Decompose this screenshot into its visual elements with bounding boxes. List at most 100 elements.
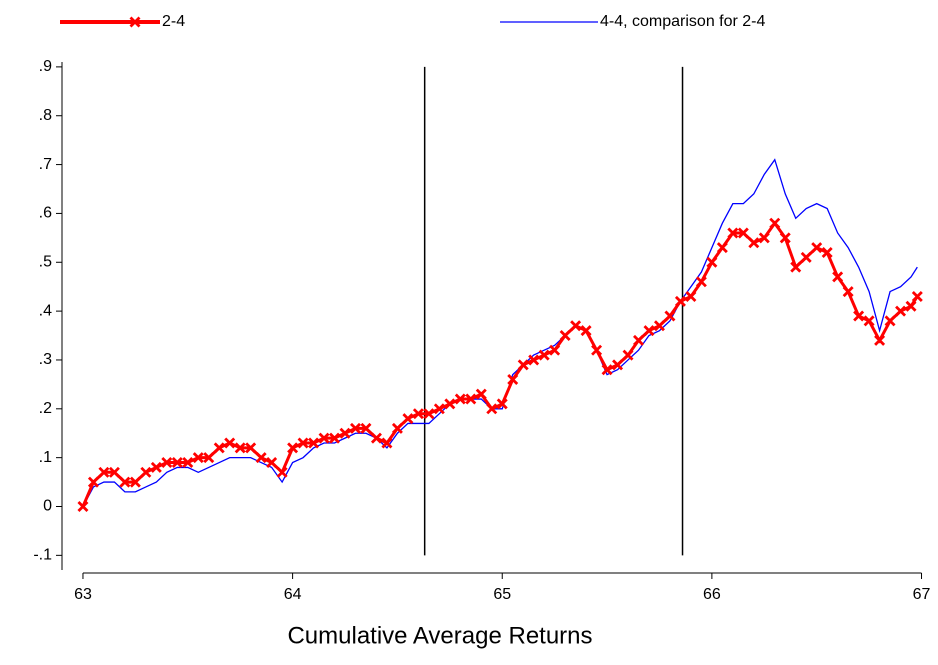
marker: [601, 364, 613, 376]
marker: [911, 290, 923, 302]
y-tick-label: .1: [39, 449, 52, 466]
marker: [171, 457, 183, 469]
y-tick-label: .4: [39, 302, 52, 319]
marker: [706, 256, 718, 268]
marker: [895, 305, 907, 317]
marker: [559, 330, 571, 342]
marker: [884, 315, 896, 327]
marker: [842, 286, 854, 298]
y-tick-label: .9: [39, 58, 52, 75]
x-tick-label: 63: [74, 586, 92, 603]
marker: [454, 393, 466, 405]
marker: [496, 398, 508, 410]
x-tick-label: 66: [703, 586, 721, 603]
marker: [528, 354, 540, 366]
marker: [129, 16, 141, 28]
x-tick-label: 67: [913, 586, 931, 603]
marker: [423, 408, 435, 420]
marker: [821, 247, 833, 258]
y-tick-label: .6: [39, 205, 52, 222]
marker: [245, 442, 257, 454]
marker: [370, 432, 382, 444]
marker: [412, 408, 424, 420]
marker: [266, 457, 278, 469]
marker: [905, 300, 917, 312]
y-tick-label: .5: [39, 253, 52, 270]
marker: [108, 466, 120, 478]
marker: [98, 466, 110, 478]
marker: [150, 461, 162, 473]
marker: [591, 344, 603, 356]
marker: [381, 437, 393, 449]
marker: [287, 442, 299, 454]
marker: [507, 374, 519, 385]
marker: [800, 251, 812, 263]
marker: [276, 466, 288, 478]
marker: [664, 310, 676, 322]
marker: [318, 432, 330, 444]
marker: [444, 398, 456, 410]
marker: [832, 271, 844, 283]
marker: [486, 403, 498, 415]
x-tick-label: 64: [284, 586, 302, 603]
marker: [549, 344, 561, 356]
marker: [811, 242, 823, 254]
marker: [161, 457, 173, 469]
marker: [716, 242, 728, 254]
marker: [360, 422, 372, 434]
marker: [622, 349, 634, 361]
marker: [863, 315, 875, 327]
marker: [570, 320, 582, 332]
marker: [119, 476, 131, 488]
marker: [339, 427, 351, 439]
marker: [224, 437, 236, 449]
marker: [465, 393, 477, 405]
marker: [517, 359, 529, 371]
marker: [77, 501, 89, 512]
marker: [182, 457, 194, 469]
marker: [203, 452, 215, 464]
marker: [790, 261, 802, 273]
marker: [329, 432, 341, 444]
marker: [769, 217, 781, 229]
marker: [350, 422, 361, 434]
marker: [874, 334, 886, 346]
marker: [853, 310, 865, 322]
marker: [391, 422, 403, 434]
marker: [140, 466, 152, 478]
marker: [748, 237, 760, 249]
marker: [727, 227, 739, 239]
marker: [685, 290, 697, 302]
legend-label: 2-4: [162, 13, 185, 30]
series-line: [82, 158, 918, 507]
marker: [779, 232, 791, 244]
marker: [297, 437, 309, 449]
marker: [612, 359, 624, 371]
y-tick-label: 0: [43, 498, 52, 515]
y-tick-label: -.1: [33, 547, 52, 564]
marker: [737, 227, 749, 239]
x-tick-label: 65: [493, 586, 511, 603]
marker: [633, 334, 644, 346]
marker: [433, 403, 445, 415]
marker: [758, 232, 770, 244]
y-tick-label: .3: [39, 351, 52, 368]
y-tick-label: .7: [39, 156, 52, 173]
y-tick-label: .8: [39, 107, 52, 124]
marker: [87, 476, 99, 488]
marker: [402, 413, 414, 425]
y-tick-label: .2: [39, 400, 52, 417]
marker: [255, 452, 267, 464]
marker: [538, 349, 550, 361]
marker: [129, 476, 141, 488]
marker: [192, 452, 204, 464]
marker: [695, 276, 707, 288]
marker: [674, 295, 686, 307]
marker: [653, 320, 665, 332]
marker: [308, 437, 320, 449]
chart-title: Cumulative Average Returns: [287, 622, 592, 649]
marker: [213, 442, 225, 454]
marker: [475, 388, 487, 400]
series-line: [81, 220, 919, 508]
